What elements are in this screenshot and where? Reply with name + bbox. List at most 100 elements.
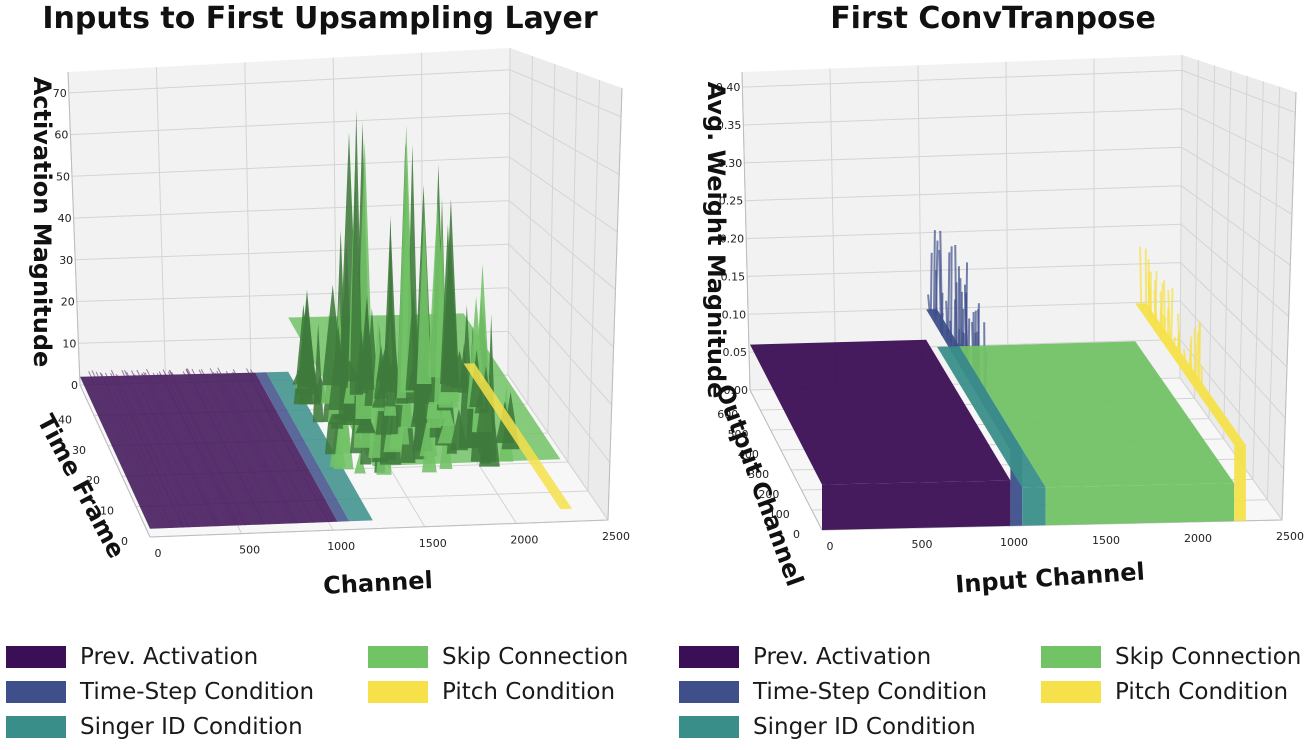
legend-swatch-time-step xyxy=(679,681,739,703)
legend-swatch-skip xyxy=(1041,646,1101,668)
legend-label: Prev. Activation xyxy=(753,644,932,670)
y-tick-label: 30 xyxy=(72,444,86,457)
legend-item: Prev. Activation xyxy=(6,640,258,674)
surface-texture xyxy=(131,370,206,527)
z-tick-label: 10 xyxy=(62,337,76,350)
surface-spike xyxy=(939,230,944,335)
surface-spike xyxy=(1148,311,1153,320)
left-chart-title: Inputs to First Upsampling Layer xyxy=(42,1,597,36)
legend-item: Pitch Condition xyxy=(1041,675,1288,709)
surface-texture xyxy=(212,372,294,524)
side-wall-pane xyxy=(508,48,622,520)
legend-label: Pitch Condition xyxy=(1115,679,1289,705)
surface-peak xyxy=(458,342,470,393)
z-tick-label: 70 xyxy=(53,87,67,100)
surface-texture xyxy=(144,372,221,527)
surface-peak xyxy=(427,201,448,378)
surface-texture xyxy=(250,369,333,523)
legend-item: Time-Step Condition xyxy=(6,675,314,709)
surface-texture xyxy=(209,368,290,524)
surface-texture xyxy=(152,372,229,526)
surface-peak xyxy=(474,379,490,414)
surface-peak xyxy=(361,294,373,381)
surface-spike xyxy=(1167,289,1171,344)
surface-texture xyxy=(198,369,278,525)
surface-spike xyxy=(945,300,949,342)
legend-swatch-prev-activation xyxy=(679,646,739,668)
surface-spike xyxy=(1170,287,1174,340)
surface-peak xyxy=(298,289,316,388)
legend-swatch-prev-activation xyxy=(6,646,66,668)
surface-band-front xyxy=(822,480,1011,530)
z-tick-label: 50 xyxy=(56,170,70,183)
y-tick-label: 300 xyxy=(748,468,769,481)
y-tick-label: 20 xyxy=(86,474,100,487)
surface-spike xyxy=(1142,303,1146,309)
surface-band xyxy=(750,339,1011,485)
y-tick-label: 0 xyxy=(121,535,128,548)
surface-texture xyxy=(110,375,184,528)
surface-peak xyxy=(383,378,401,407)
z-tick-label: 0.20 xyxy=(720,233,745,246)
surface-band xyxy=(937,346,1046,488)
y-tick-label: 10 xyxy=(100,505,114,518)
legend-item: Pitch Condition xyxy=(368,675,615,709)
surface-texture xyxy=(171,372,249,526)
surface-spike xyxy=(947,252,951,334)
surface-spike xyxy=(954,244,958,342)
grid-line xyxy=(507,47,609,521)
y-tick-label: 0 xyxy=(793,528,800,541)
grid-line xyxy=(1179,54,1283,521)
surface-texture xyxy=(182,371,261,525)
x-tick-label: 0 xyxy=(827,540,834,553)
surface-spike xyxy=(1195,332,1199,377)
right-chart: 0 500 1000 1500 2000 250001002003004005006000… xyxy=(702,1,1304,599)
right-x-axis-label: Input Channel xyxy=(954,557,1145,598)
z-tick-label: 30 xyxy=(59,254,73,267)
y-tick-label: 200 xyxy=(758,488,779,501)
z-tick-label: 0.05 xyxy=(723,346,748,359)
surface-band-front xyxy=(1045,483,1235,526)
surface-texture xyxy=(232,371,314,523)
legend-swatch-pitch xyxy=(368,681,428,703)
surface-texture xyxy=(95,371,168,529)
z-tick-label: 0.00 xyxy=(724,384,749,397)
surface-spike xyxy=(927,294,931,310)
z-tick-label: 0.10 xyxy=(722,308,747,321)
surface-band xyxy=(266,371,373,522)
legend-swatch-time-step xyxy=(6,681,66,703)
surface-texture xyxy=(186,368,266,525)
surface-texture xyxy=(216,370,297,524)
right-chart-title: First ConvTranpose xyxy=(830,1,1156,36)
surface-texture xyxy=(141,373,217,527)
surface-peak xyxy=(338,360,361,382)
surface-texture xyxy=(121,369,196,528)
left-legend: Prev. Activation Time-Step Condition Sin… xyxy=(0,636,657,750)
surface-spike xyxy=(1160,283,1164,335)
surface-spike xyxy=(1182,348,1187,364)
x-tick-label: 1500 xyxy=(1092,534,1120,547)
surface-spike xyxy=(950,246,953,343)
z-tick-label: 40 xyxy=(58,212,72,225)
x-tick-label: 0 xyxy=(155,547,162,560)
surface-texture xyxy=(200,369,281,525)
surface-spike xyxy=(953,299,957,352)
back-wall-pane xyxy=(742,55,1182,390)
surface-texture xyxy=(100,373,174,529)
surface-spike xyxy=(1169,351,1173,354)
left-chart: 0 500 1000 1500 2000 2500 0 10 20 30 40 0 10 20 30 40 50… xyxy=(28,1,630,600)
right-z-axis-label: Avg. Weight Magnitude xyxy=(702,82,730,399)
x-tick-label: 1000 xyxy=(327,540,355,553)
z-tick-label: 0 xyxy=(71,379,78,392)
axis-edge xyxy=(821,91,1297,531)
back-wall-pane xyxy=(68,48,510,385)
legend-item: Prev. Activation xyxy=(679,640,931,674)
surface-texture xyxy=(164,373,242,526)
surface-texture xyxy=(232,369,315,523)
surface-texture xyxy=(225,370,307,524)
z-tick-label: 0.25 xyxy=(719,195,744,208)
surface-spike xyxy=(1153,290,1157,325)
legend-label: Time-Step Condition xyxy=(80,679,315,705)
surface-texture xyxy=(133,374,209,527)
surface-peak xyxy=(442,198,459,382)
